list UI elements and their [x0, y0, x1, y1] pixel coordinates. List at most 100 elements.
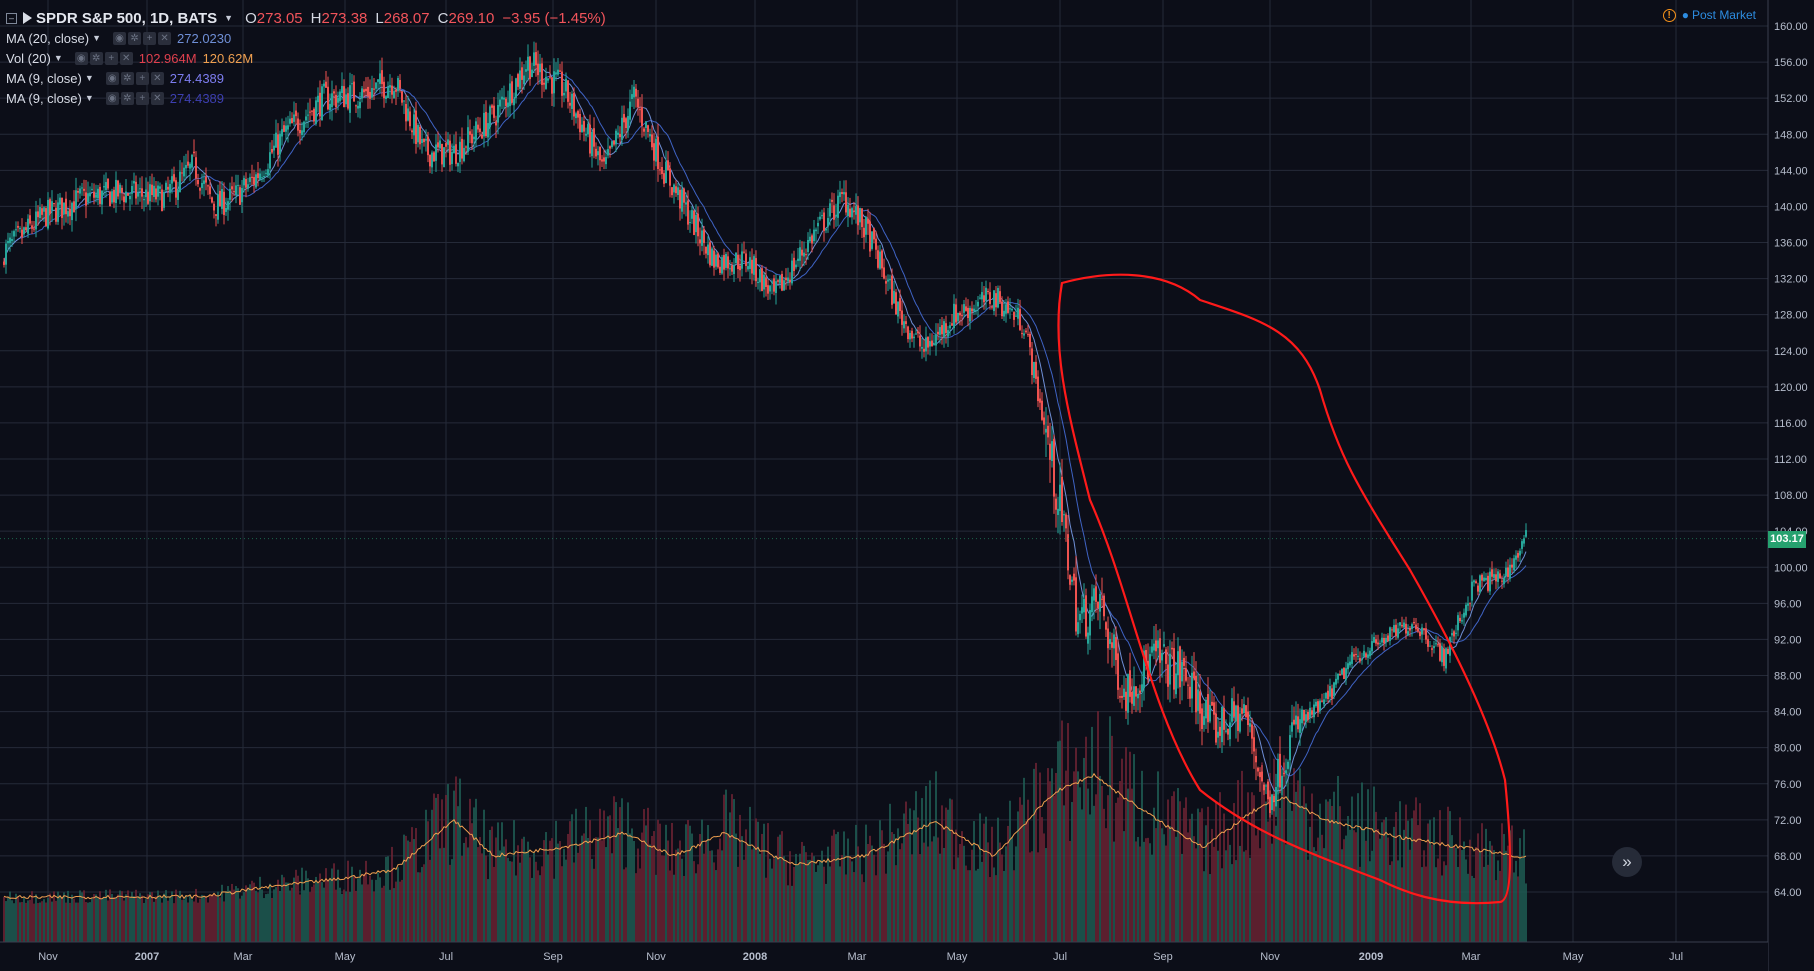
- candle-body: [1229, 722, 1231, 740]
- candle-body: [1401, 624, 1403, 627]
- volume-bar: [239, 898, 241, 942]
- candle-body: [817, 222, 819, 227]
- candle-body: [857, 205, 859, 226]
- close-icon[interactable]: ✕: [150, 91, 164, 105]
- candle-body: [1063, 514, 1065, 516]
- candle-body: [1521, 541, 1523, 549]
- candle-body: [755, 258, 757, 282]
- gear-icon[interactable]: ✲: [128, 31, 142, 45]
- indicator-ma9a[interactable]: MA (9, close) ▼ ◉ ✲ + ✕ 274.4389: [6, 68, 606, 88]
- candle-body: [653, 143, 655, 161]
- volume-bar: [517, 845, 519, 942]
- volume-bar: [319, 873, 321, 942]
- time-tick-label: Jul: [1053, 951, 1067, 963]
- status-dot-icon: ●: [1681, 8, 1689, 22]
- volume-bar: [37, 903, 39, 942]
- volume-bar: [1191, 813, 1193, 942]
- volume-bar: [573, 862, 575, 942]
- candle-body: [37, 211, 39, 218]
- close-icon[interactable]: ✕: [119, 51, 133, 65]
- candle-body: [1105, 622, 1107, 630]
- candle-body: [1273, 795, 1275, 802]
- indicator-ma9b[interactable]: MA (9, close) ▼ ◉ ✲ + ✕ 274.4389: [6, 88, 606, 108]
- candle-body: [1275, 787, 1277, 807]
- candle-body: [657, 136, 659, 169]
- candle-body: [289, 118, 291, 124]
- candle-body: [911, 330, 913, 339]
- candle-body: [397, 78, 399, 92]
- volume-bar: [841, 854, 843, 942]
- candle-body: [1145, 649, 1147, 666]
- eye-icon[interactable]: ◉: [74, 51, 88, 65]
- indicator-volume[interactable]: Vol (20) ▼ ◉ ✲ + ✕ 102.964M 120.62M: [6, 48, 606, 68]
- eye-icon[interactable]: ◉: [105, 91, 119, 105]
- collapse-icon[interactable]: –: [6, 12, 17, 24]
- indicator-name[interactable]: MA (9, close): [6, 70, 82, 86]
- candle-body: [763, 274, 765, 290]
- candle-body: [1415, 624, 1417, 630]
- chevron-down-icon[interactable]: ▼: [224, 13, 234, 23]
- volume-bar: [1295, 791, 1297, 942]
- volume-bar: [409, 841, 411, 942]
- eye-icon[interactable]: ◉: [113, 31, 127, 45]
- gear-icon[interactable]: ✲: [89, 51, 103, 65]
- candle-body: [1315, 701, 1317, 707]
- candle-body: [27, 218, 29, 234]
- volume-bar: [1063, 805, 1065, 942]
- indicator-name[interactable]: MA (9, close): [6, 90, 82, 106]
- candle-body: [1445, 648, 1447, 669]
- indicator-ma20[interactable]: MA (20, close) ▼ ◉ ✲ + ✕ 272.0230: [6, 28, 606, 48]
- candle-body: [1259, 772, 1261, 778]
- candle-body: [107, 178, 109, 189]
- plus-icon[interactable]: +: [143, 31, 157, 45]
- volume-bar: [963, 845, 965, 942]
- volume-bar: [843, 831, 845, 942]
- symbol-title[interactable]: SPDR S&P 500, 1D, BATS: [36, 9, 218, 27]
- indicator-name[interactable]: MA (20, close): [6, 30, 90, 46]
- plus-icon[interactable]: +: [104, 51, 118, 65]
- post-market-indicator[interactable]: ! ● Post Market: [1662, 8, 1756, 22]
- volume-bar: [421, 867, 423, 942]
- chevron-down-icon[interactable]: ▼: [53, 53, 63, 63]
- warning-icon[interactable]: !: [1662, 8, 1676, 22]
- chevron-down-icon[interactable]: ▼: [92, 33, 102, 43]
- eye-icon[interactable]: ◉: [105, 71, 119, 85]
- scroll-to-realtime-button[interactable]: »: [1612, 847, 1642, 877]
- volume-bar: [821, 850, 823, 942]
- volume-bar: [1097, 711, 1099, 942]
- volume-bar: [293, 877, 295, 942]
- candle-body: [1173, 648, 1175, 690]
- plus-icon[interactable]: +: [135, 71, 149, 85]
- volume-bar: [19, 902, 21, 942]
- volume-bar: [1259, 848, 1261, 942]
- indicator-name[interactable]: Vol (20): [6, 50, 51, 66]
- candle-body: [585, 133, 587, 136]
- volume-bar: [79, 890, 81, 942]
- volume-bar: [197, 902, 199, 942]
- volume-bar: [681, 858, 683, 942]
- chevron-down-icon[interactable]: ▼: [84, 93, 94, 103]
- volume-bar: [643, 809, 645, 942]
- candle-body: [1111, 642, 1113, 648]
- volume-bar: [1401, 867, 1403, 942]
- plus-icon[interactable]: +: [135, 91, 149, 105]
- close-icon[interactable]: ✕: [158, 31, 172, 45]
- candle-body: [565, 78, 567, 92]
- gear-icon[interactable]: ✲: [120, 91, 134, 105]
- post-market-label[interactable]: Post Market: [1691, 8, 1756, 22]
- volume-bar: [1185, 797, 1187, 942]
- candle-body: [1137, 694, 1139, 699]
- gear-icon[interactable]: ✲: [120, 71, 134, 85]
- candle-body: [23, 227, 25, 235]
- candle-body: [1345, 668, 1347, 680]
- candle-body: [557, 69, 559, 75]
- volume-bar: [903, 813, 905, 942]
- candle-body: [619, 133, 621, 138]
- candle-body: [323, 83, 325, 87]
- close-icon[interactable]: ✕: [150, 71, 164, 85]
- volume-bar: [1387, 837, 1389, 942]
- volume-bar: [767, 823, 769, 942]
- volume-bar: [1355, 832, 1357, 942]
- chevron-down-icon[interactable]: ▼: [84, 73, 94, 83]
